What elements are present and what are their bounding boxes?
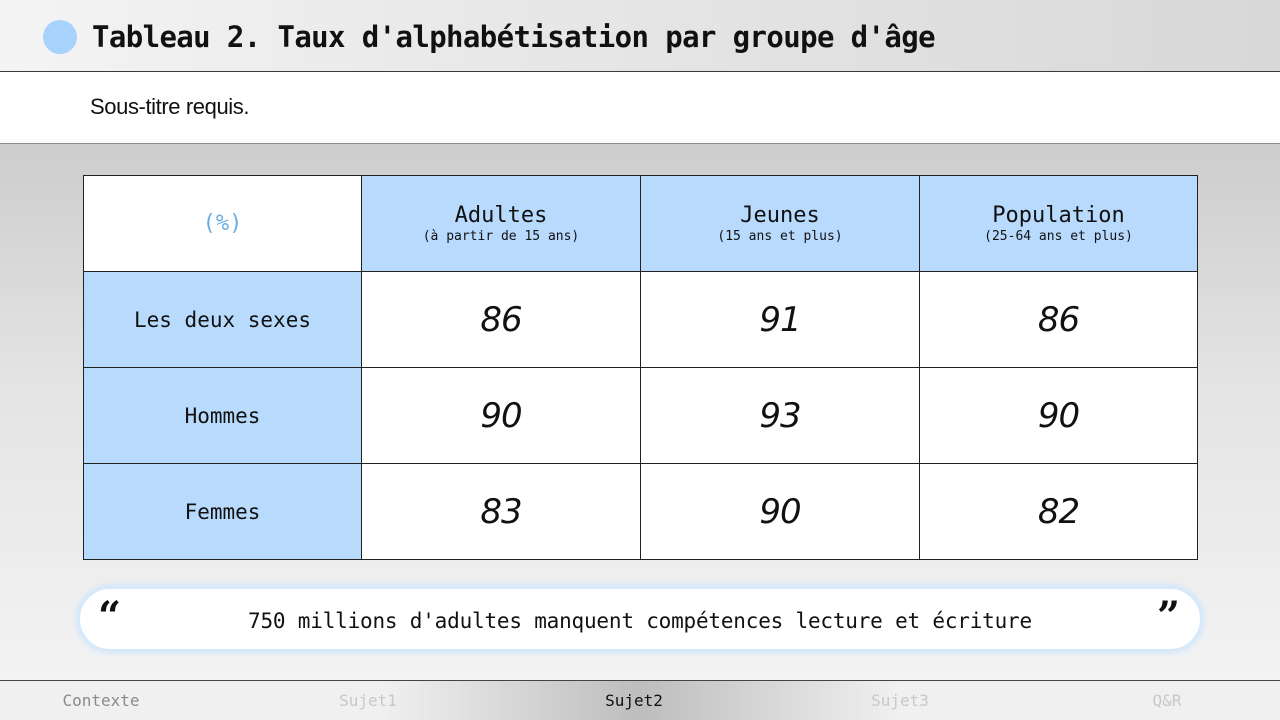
table-row: Les deux sexes 86 91 86 [83,271,1198,368]
nav-item-sujet2[interactable]: Sujet2 [605,691,663,710]
column-header-population: Population (25-64 ans et plus) [919,175,1198,272]
column-header-label: Population [992,202,1125,228]
literacy-table: (%) Adultes (à partir de 15 ans) Jeunes … [83,175,1198,560]
table-row: Femmes 83 90 82 [83,463,1198,560]
row-header-femmes: Femmes [83,463,362,560]
subtitle-band: Sous-titre requis. [0,72,1280,144]
row-header-les-deux-sexes: Les deux sexes [83,271,362,368]
row-header-label: Hommes [184,403,261,428]
nav-item-sujet1[interactable]: Sujet1 [339,691,397,710]
cell-value: 91 [759,299,801,340]
header-bar: Tableau 2. Taux d'alphabétisation par gr… [0,0,1280,72]
table-header-row: (%) Adultes (à partir de 15 ans) Jeunes … [83,175,1198,272]
column-header-jeunes: Jeunes (15 ans et plus) [640,175,920,272]
column-header-label: Jeunes [740,202,820,228]
close-quote-icon: ” [1156,593,1180,640]
column-header-label: Adultes [454,202,548,228]
table-corner-cell: (%) [83,175,362,272]
table-cell: 86 [361,271,641,368]
nav-item-sujet3[interactable]: Sujet3 [871,691,929,710]
page-title: Tableau 2. Taux d'alphabétisation par gr… [92,20,936,54]
bullet-circle-icon [43,20,77,54]
cell-value: 90 [480,395,522,436]
cell-value: 93 [759,395,801,436]
quote-callout: “ 750 millions d'adultes manquent compét… [78,587,1202,651]
table-cell: 91 [640,271,920,368]
column-header-adultes: Adultes (à partir de 15 ans) [361,175,641,272]
cell-value: 90 [759,491,801,532]
column-header-sublabel: (à partir de 15 ans) [422,228,580,244]
row-header-hommes: Hommes [83,367,362,464]
bottom-navigation: Contexte Sujet1 Sujet2 Sujet3 Q&R [0,680,1280,720]
open-quote-icon: “ [98,593,122,640]
cell-value: 83 [480,491,522,532]
column-header-sublabel: (25-64 ans et plus) [984,228,1133,244]
quote-text: 750 millions d'adultes manquent compéten… [248,609,1032,633]
row-header-label: Les deux sexes [133,307,311,332]
row-header-label: Femmes [184,499,261,524]
cell-value: 82 [1037,491,1080,532]
table-row: Hommes 90 93 90 [83,367,1198,464]
nav-item-qr[interactable]: Q&R [1152,691,1182,710]
cell-value: 86 [480,299,522,340]
nav-item-contexte[interactable]: Contexte [62,691,140,710]
column-header-sublabel: (15 ans et plus) [717,228,843,244]
table-cell: 82 [919,463,1198,560]
table-cell: 86 [919,271,1198,368]
table-cell: 90 [640,463,920,560]
table-cell: 90 [919,367,1198,464]
unit-label: (%) [202,211,243,236]
cell-value: 90 [1037,395,1080,436]
table-cell: 83 [361,463,641,560]
cell-value: 86 [1037,299,1080,340]
page-subtitle: Sous-titre requis. [90,94,250,119]
table-cell: 93 [640,367,920,464]
table-cell: 90 [361,367,641,464]
